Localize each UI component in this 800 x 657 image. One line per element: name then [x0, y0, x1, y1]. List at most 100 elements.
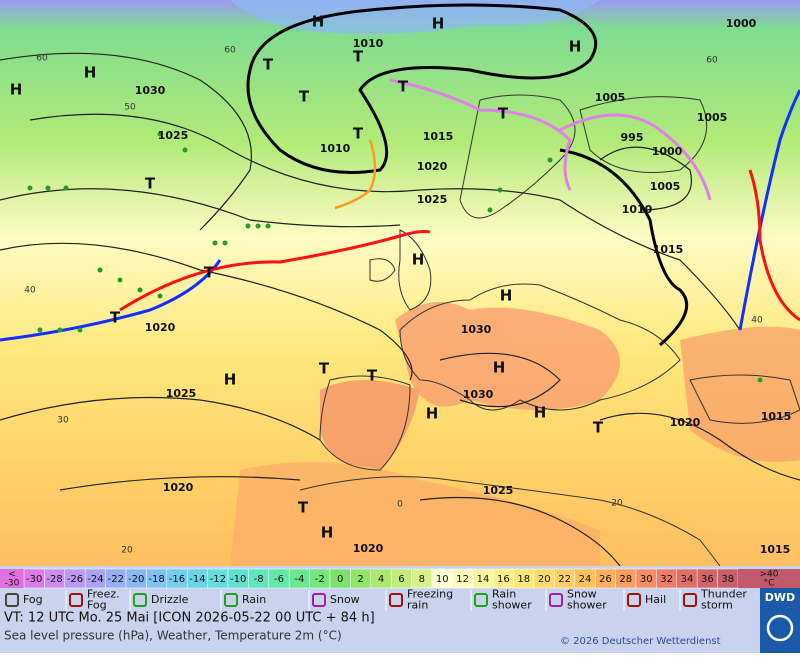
scale-label: 30: [640, 574, 653, 585]
pressure-center: H: [569, 38, 582, 56]
scale-label: -6: [274, 574, 284, 585]
scale-label: < -30: [5, 569, 20, 588]
scale-label: 4: [378, 574, 384, 585]
map-labels: 1010 1030 1025 1010 1015 1020 1025 1005 1000 1005…: [10, 13, 792, 557]
scale-label: 28: [619, 574, 632, 585]
pressure-label: 1015: [760, 543, 791, 556]
pressure-center: T: [367, 367, 378, 385]
dwd-logo[interactable]: [760, 588, 800, 653]
scale-label: 8: [419, 574, 425, 585]
legend-label: Thunder storm: [700, 588, 747, 612]
graticule-label: 0: [397, 500, 403, 510]
pressure-center: T: [319, 360, 330, 378]
scale-label: 34: [681, 574, 694, 585]
legend-symbol: [312, 593, 326, 607]
scale-label: 22: [558, 574, 571, 585]
pressure-center: T: [263, 56, 274, 74]
trough: [334, 139, 377, 210]
pressure-label: 1020: [163, 481, 194, 494]
occluded-front: [389, 78, 712, 201]
color-scale: < -30 -30 -28 -26 -24 -22 -20 -18 -16 -14 -12 -10 -8-…: [0, 568, 800, 589]
pressure-label: 1020: [670, 416, 701, 429]
scale-label: 20: [538, 574, 551, 585]
graticule-label: 60: [224, 46, 236, 56]
pressure-label: 1015: [761, 410, 792, 423]
precip-symbols: [27, 131, 763, 383]
pressure-center: T: [498, 105, 509, 123]
scale-label: -24: [87, 574, 103, 585]
scale-cell: [738, 569, 800, 588]
scale-cell: [0, 569, 24, 588]
pressure-label: 995: [621, 131, 644, 144]
pressure-center: T: [110, 309, 121, 327]
scale-label: 18: [517, 574, 530, 585]
temperature-field: [0, 0, 800, 566]
scale-label: 12: [456, 574, 469, 585]
pressure-center: T: [353, 48, 364, 66]
scale-label: 38: [721, 574, 734, 585]
pressure-label: 1025: [483, 484, 514, 497]
dwd-logo-text: DWD: [765, 591, 795, 604]
copyright: © 2026 Deutscher Wetterdienst: [560, 636, 721, 647]
scale-label: -18: [148, 574, 164, 585]
scale-label: 10: [436, 574, 449, 585]
pressure-center: T: [353, 125, 364, 143]
pressure-label: 1020: [353, 542, 384, 555]
pressure-center: H: [500, 287, 513, 305]
legend-label: Rain shower: [492, 588, 532, 612]
legend-label: Fog: [23, 593, 43, 606]
pressure-center: H: [426, 405, 439, 423]
scale-label: -22: [108, 574, 124, 585]
pressure-label: 1005: [697, 111, 728, 124]
graticule-label: 60: [706, 56, 718, 66]
scale-label: 32: [660, 574, 673, 585]
graticule-label: 20: [121, 546, 133, 556]
dwd-logo-mark: [766, 614, 794, 642]
scale-label: 2: [357, 574, 363, 585]
legend-symbol: [133, 593, 147, 607]
scale-label: 6: [398, 574, 404, 585]
legend-label: Snow: [330, 593, 360, 606]
legend-symbol: [389, 593, 403, 607]
legend-label: Snow shower: [567, 588, 607, 612]
scale-label: 16: [497, 574, 510, 585]
graticule-label: 60: [36, 54, 48, 64]
scale-label: 14: [477, 574, 490, 585]
scale-label: -12: [210, 574, 226, 585]
legend-symbol: [627, 593, 641, 607]
scale-label: 0: [337, 574, 343, 585]
legend-label: Freez. Fog: [87, 588, 120, 612]
legend-label: Freezing rain: [407, 588, 453, 612]
legend-label: Drizzle: [151, 593, 189, 606]
legend-symbol: [549, 593, 563, 607]
graticule-label: 30: [57, 416, 69, 426]
legend-symbol: [224, 593, 238, 607]
pressure-label: 1020: [417, 160, 448, 173]
pressure-center: T: [298, 499, 309, 517]
pressure-center: H: [321, 524, 334, 542]
warm-areas: [230, 0, 800, 566]
main-isobars: [246, 3, 689, 347]
pressure-center: H: [10, 81, 23, 99]
pressure-center: H: [312, 13, 325, 31]
cold-front-east: [738, 89, 800, 331]
legend-label: Hail: [645, 593, 666, 606]
legend-label: Rain: [242, 593, 266, 606]
pressure-label: 1015: [653, 243, 684, 256]
graticule-label: 50: [124, 103, 136, 113]
legend-symbol: [474, 593, 488, 607]
scale-label: -4: [294, 574, 304, 585]
pressure-label: 1025: [158, 129, 189, 142]
scale-label: -26: [67, 574, 83, 585]
graticule-label: 40: [751, 316, 763, 326]
scale-label: -30: [26, 574, 42, 585]
pressure-center: H: [412, 251, 425, 269]
valid-time: VT: 12 UTC Mo. 25 Mai [ICON 2026-05-22 0…: [4, 611, 375, 626]
graticule-label: 40: [24, 286, 36, 296]
pressure-center: T: [299, 88, 310, 106]
scale-label: -20: [128, 574, 144, 585]
pressure-label: 1005: [650, 180, 681, 193]
description: Sea level pressure (hPa), Weather, Tempe…: [4, 629, 342, 643]
scale-label: -8: [254, 574, 264, 585]
